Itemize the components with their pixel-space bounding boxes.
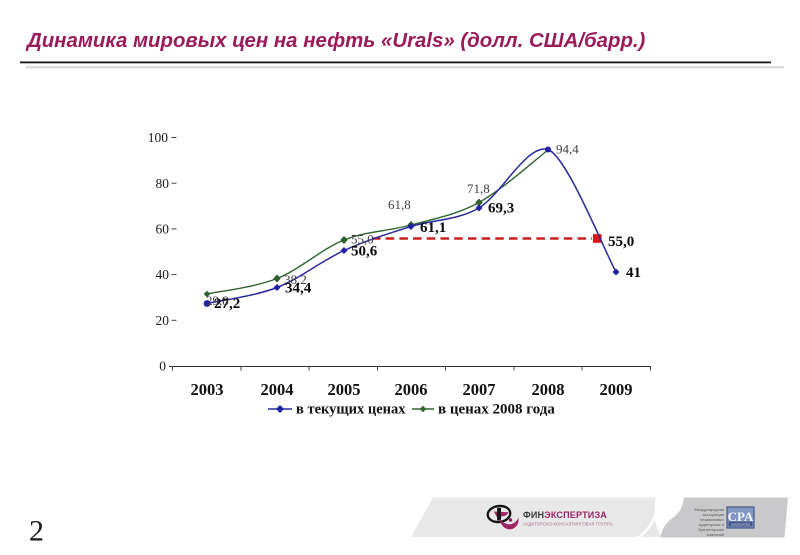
svg-text:41: 41 (626, 265, 641, 281)
svg-text:38,2: 38,2 (284, 272, 307, 287)
svg-text:ФИНЭКСПЕРТИЗА: ФИНЭКСПЕРТИЗА (523, 510, 607, 520)
svg-text:ASSOCIATES: ASSOCIATES (731, 522, 750, 526)
svg-text:в текущих ценах: в текущих ценах (296, 402, 406, 418)
svg-text:0: 0 (159, 359, 166, 374)
svg-text:34,4: 34,4 (285, 281, 312, 297)
svg-text:2007: 2007 (463, 380, 496, 399)
svg-text:2008: 2008 (532, 380, 565, 399)
svg-text:55,0: 55,0 (351, 232, 374, 247)
svg-text:2: 2 (29, 515, 44, 548)
svg-text:27,2: 27,2 (214, 296, 240, 312)
svg-text:CPA: CPA (728, 509, 754, 524)
svg-text:69,3: 69,3 (488, 201, 514, 217)
svg-text:2006: 2006 (395, 380, 428, 399)
svg-text:2005: 2005 (328, 380, 361, 399)
svg-text:аудиторских и: аудиторских и (699, 522, 724, 527)
svg-text:2003: 2003 (191, 380, 224, 399)
svg-text:независимых: независимых (700, 517, 724, 522)
svg-text:80: 80 (156, 176, 170, 191)
svg-text:100: 100 (148, 130, 169, 145)
svg-text:61,1: 61,1 (420, 220, 446, 236)
svg-text:55,0: 55,0 (608, 234, 634, 250)
svg-text:в ценах 2008 года: в ценах 2008 года (438, 402, 555, 418)
svg-text:29,8: 29,8 (206, 293, 229, 308)
svg-text:2004: 2004 (261, 380, 294, 399)
svg-text:71,8: 71,8 (467, 181, 490, 196)
svg-text:40: 40 (156, 267, 170, 282)
svg-text:50,6: 50,6 (351, 244, 378, 260)
svg-text:компаний: компаний (707, 532, 724, 537)
svg-text:ассоциация: ассоциация (703, 512, 724, 517)
svg-text:60: 60 (156, 222, 170, 237)
svg-text:Динамика мировых цен на нефть: Динамика мировых цен на нефть «Urals» (д… (25, 30, 646, 52)
svg-text:61,8: 61,8 (388, 197, 411, 212)
svg-text:94,4: 94,4 (556, 142, 579, 157)
svg-text:2009: 2009 (600, 380, 633, 399)
svg-text:20: 20 (156, 313, 170, 328)
svg-text:Международная: Международная (695, 507, 724, 512)
svg-text:бухгалтерских: бухгалтерских (698, 527, 724, 532)
svg-text:АУДИТОРСКО-КОНСАЛТИНГОВАЯ ГРУП: АУДИТОРСКО-КОНСАЛТИНГОВАЯ ГРУППА (523, 522, 613, 527)
